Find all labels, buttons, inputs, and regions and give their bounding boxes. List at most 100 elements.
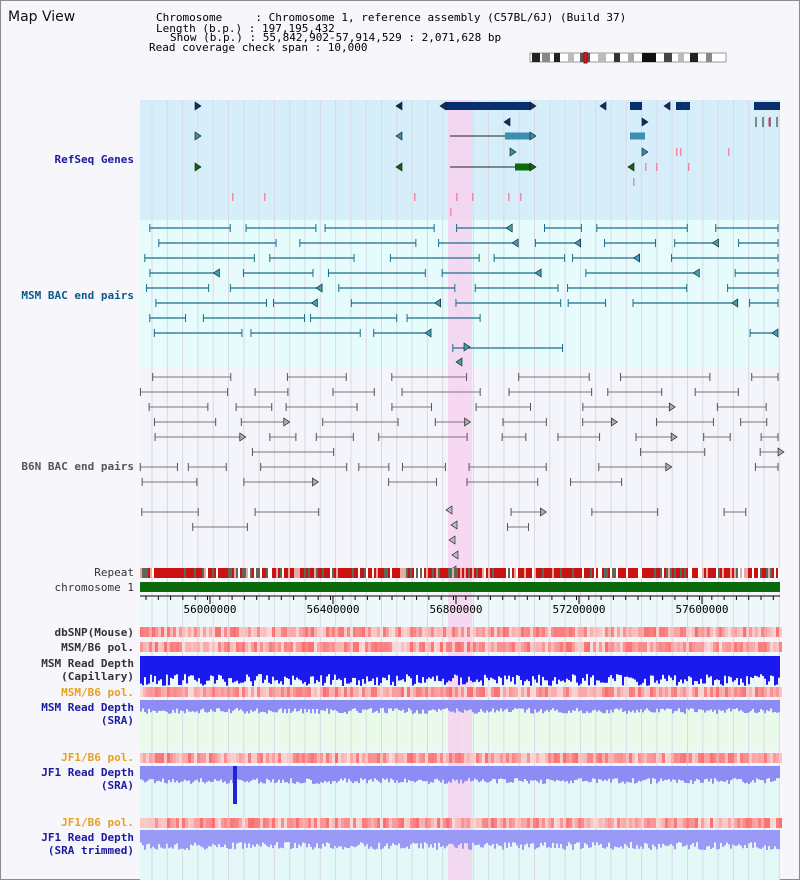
track-label-msm-bac[interactable]: MSM BAC end pairs <box>21 289 134 302</box>
dbsnp-cell <box>194 627 197 637</box>
track-label-b6n-bac[interactable]: B6N BAC end pairs <box>21 460 134 473</box>
msm-sra-depth-bar <box>472 700 474 713</box>
repeat-segment <box>718 568 720 578</box>
jf1-sra-depth-bar <box>512 766 514 783</box>
dbsnp-cell <box>614 627 617 637</box>
jf1-sra-depth-bar <box>584 766 586 782</box>
jf1-trim-depth-bar <box>296 830 298 849</box>
msm-pol2-cell <box>497 687 500 697</box>
msm-pol-cell <box>701 642 704 652</box>
jf1-trim-depth-bar <box>426 830 428 844</box>
jf1-trim-depth-bar <box>334 830 336 846</box>
jf1-pol-cell <box>206 753 209 763</box>
jf1-pol-cell <box>398 753 401 763</box>
msm-pol2-cell <box>320 687 323 697</box>
jf1-sra-depth-bar <box>468 766 470 779</box>
jf1-trim-depth-bar <box>474 830 476 846</box>
msm-pol-cell <box>509 642 512 652</box>
jf1-pol-cell <box>191 753 194 763</box>
repeat-segment <box>438 568 440 578</box>
msm-capillary-depth-bar <box>478 656 480 683</box>
refseq-gene-arrow <box>641 147 649 157</box>
jf1-sra-depth-bar <box>466 766 468 781</box>
repeat-segment <box>466 568 468 578</box>
repeat-segment <box>158 568 160 578</box>
jf1-trim-depth-bar <box>514 830 516 843</box>
jf1-pol2-cell <box>482 818 485 828</box>
msm-sra-depth-bar <box>740 700 742 710</box>
msm-pol2-cell <box>203 687 206 697</box>
msm-capillary-depth-bar <box>200 656 202 684</box>
jf1-pol2-cell <box>419 818 422 828</box>
msm-pol-cell <box>383 642 386 652</box>
msm-pol-cell <box>185 642 188 652</box>
jf1-pol2-cell <box>248 818 251 828</box>
msm-pol2-cell <box>233 687 236 697</box>
msm-capillary-depth-bar <box>516 656 518 676</box>
jf1-pol-cell <box>269 753 272 763</box>
jf1-sra-depth-bar <box>452 766 454 779</box>
jf1-pol2-cell <box>164 818 167 828</box>
msm-sra-depth-bar <box>368 700 370 709</box>
jf1-trim-depth-bar <box>360 830 362 843</box>
dbsnp-cell <box>269 627 272 637</box>
track-label-dbsnp[interactable]: dbSNP(Mouse) <box>54 626 134 639</box>
jf1-sra-depth-bar <box>356 766 358 782</box>
jf1-sra-depth-bar <box>492 766 494 779</box>
repeat-segment <box>168 568 170 578</box>
track-label-repeat[interactable]: Repeat <box>94 566 134 579</box>
track-label-msm-pol-2[interactable]: MSM/B6 pol. <box>61 686 134 699</box>
repeat-segment <box>736 568 738 578</box>
jf1-pol-cell <box>431 753 434 763</box>
msm-capillary-depth-bar <box>292 656 294 676</box>
msm-pol2-cell <box>485 687 488 697</box>
repeat-segment <box>322 568 324 578</box>
jf1-pol-cell <box>680 753 683 763</box>
track-label-msm-depth-capillary[interactable]: MSM Read Depth (Capillary) <box>41 657 134 683</box>
dbsnp-cell <box>674 627 677 637</box>
msm-sra-depth-bar <box>568 700 570 711</box>
dbsnp-cell <box>209 627 212 637</box>
jf1-sra-depth-bar <box>592 766 594 779</box>
msm-capillary-depth-bar <box>442 656 444 679</box>
jf1-sra-depth-bar <box>618 766 620 784</box>
jf1-pol2-cell <box>281 818 284 828</box>
track-label-jf1-depth-sra[interactable]: JF1 Read Depth (SRA) <box>41 766 134 792</box>
jf1-pol-cell <box>296 753 299 763</box>
track-label-jf1-pol-2[interactable]: JF1/B6 pol. <box>61 816 134 829</box>
jf1-pol2-cell <box>590 818 593 828</box>
msm-pol2-cell <box>194 687 197 697</box>
repeat-segment <box>196 568 198 578</box>
dbsnp-cell <box>140 627 143 637</box>
msm-capillary-depth-bar <box>486 656 488 678</box>
msm-capillary-depth-bar <box>302 656 304 684</box>
msm-pol2-cell <box>761 687 764 697</box>
track-label-jf1-pol-1[interactable]: JF1/B6 pol. <box>61 751 134 764</box>
msm-pol-cell <box>641 642 644 652</box>
track-label-refseq[interactable]: RefSeq Genes <box>54 153 134 166</box>
jf1-sra-depth-bar <box>332 766 334 782</box>
msm-capillary-depth-bar <box>410 656 412 679</box>
msm-sra-depth-bar <box>350 700 352 711</box>
msm-capillary-depth-bar <box>348 656 350 684</box>
msm-sra-depth-bar <box>236 700 238 709</box>
jf1-sra-depth-bar <box>448 766 450 782</box>
track-label-msm-pol-1[interactable]: MSM/B6 pol. <box>61 641 134 654</box>
repeat-segment <box>358 568 360 578</box>
jf1-pol2-cell <box>350 818 353 828</box>
track-label-jf1-depth-trimmed[interactable]: JF1 Read Depth (SRA trimmed) <box>41 831 134 857</box>
msm-sra-depth-bar <box>672 700 674 714</box>
track-label-msm-depth-sra[interactable]: MSM Read Depth (SRA) <box>41 701 134 727</box>
msm-pol2-cell <box>572 687 575 697</box>
track-label-chromosome[interactable]: chromosome 1 <box>54 581 134 594</box>
repeat-segment <box>668 568 670 578</box>
msm-sra-depth-bar <box>154 700 156 711</box>
repeat-segment <box>404 568 406 578</box>
dbsnp-cell <box>692 627 695 637</box>
dbsnp-cell <box>662 627 665 637</box>
msm-pol-cell <box>446 642 449 652</box>
jf1-pol-cell <box>467 753 470 763</box>
jf1-trim-depth-bar <box>692 830 694 844</box>
chromosome-ideogram[interactable] <box>528 52 728 64</box>
